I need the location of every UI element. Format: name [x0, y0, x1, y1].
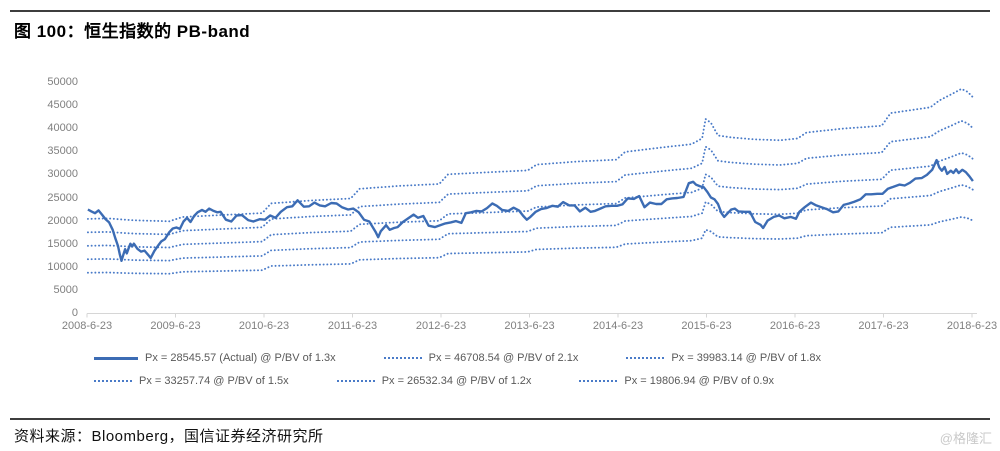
- y-axis-tick-label: 20000: [47, 214, 78, 227]
- x-axis-tick-label: 2017-6-23: [858, 320, 909, 332]
- x-axis-tick-label: 2008-6-23: [61, 320, 113, 332]
- legend-item-actual-1-3x: Px = 28545.57 (Actual) @ P/BV of 1.3x: [94, 352, 336, 364]
- y-axis-tick-label: 10000: [47, 260, 78, 273]
- dotted-line-sample-icon: [383, 357, 422, 359]
- x-axis-tick-label: 2015-6-23: [681, 320, 732, 332]
- legend-row-2: Px = 33257.74 @ P/BV of 1.5x Px = 26532.…: [94, 375, 974, 387]
- solid-line-sample-icon: [94, 356, 138, 360]
- x-axis-tick-label: 2016-6-23: [769, 320, 821, 332]
- dotted-line-sample-icon: [579, 380, 618, 382]
- source-note: 资料来源：Bloomberg，国信证券经济研究所: [14, 428, 324, 445]
- pb-band-line-1.8x: [86, 119, 974, 236]
- x-axis-tick-label: 2012-6-23: [415, 320, 467, 332]
- actual-price-line: [87, 158, 974, 262]
- x-axis-tick-label: 2010-6-23: [238, 320, 290, 332]
- y-axis-tick-label: 0: [71, 307, 78, 319]
- legend-row-1: Px = 28545.57 (Actual) @ P/BV of 1.3x Px…: [94, 352, 974, 364]
- pb-band-line-0.9x: [86, 216, 974, 275]
- y-axis-tick-label: 35000: [47, 145, 78, 158]
- chart-legend: Px = 28545.57 (Actual) @ P/BV of 1.3x Px…: [94, 352, 974, 398]
- legend-label: Px = 19806.94 @ P/BV of 0.9x: [624, 375, 775, 387]
- x-axis-tick-label: 2011-6-23: [327, 320, 378, 332]
- legend-label: Px = 39983.14 @ P/BV of 1.8x: [671, 352, 822, 364]
- legend-item-band-1-8x: Px = 39983.14 @ P/BV of 1.8x: [626, 352, 821, 364]
- legend-label: Px = 33257.74 @ P/BV of 1.5x: [139, 375, 289, 387]
- legend-label: Px = 26532.34 @ P/BV of 1.2x: [381, 375, 532, 387]
- bottom-divider: [10, 418, 990, 420]
- pb-band-line-1.2x: [86, 183, 974, 262]
- dotted-line-sample-icon: [336, 380, 375, 382]
- legend-item-band-2-1x: Px = 46708.54 @ P/BV of 2.1x: [383, 352, 579, 364]
- legend-item-band-1-5x: Px = 33257.74 @ P/BV of 1.5x: [94, 375, 289, 387]
- legend-item-band-0-9x: Px = 19806.94 @ P/BV of 0.9x: [579, 375, 774, 387]
- x-axis-tick-label: 2014-6-23: [592, 320, 644, 332]
- y-axis-tick-label: 30000: [47, 168, 78, 181]
- x-axis-tick-label: 2009-6-23: [150, 320, 201, 332]
- top-divider: [10, 10, 990, 12]
- figure-title: 图 100：恒生指数的 PB-band: [14, 22, 251, 41]
- legend-label: Px = 46708.54 @ P/BV of 2.1x: [428, 352, 579, 364]
- y-axis-tick-label: 5000: [53, 283, 78, 296]
- dotted-line-sample-icon: [626, 357, 665, 359]
- pb-band-line-2.1x: [86, 87, 974, 223]
- y-axis-tick-label: 45000: [47, 99, 78, 112]
- y-axis-tick-label: 50000: [47, 76, 78, 88]
- x-axis-tick-label: 2013-6-23: [504, 320, 555, 332]
- x-axis-tick-label: 2018-6-23: [946, 320, 998, 332]
- y-axis-tick-label: 15000: [47, 237, 78, 250]
- legend-item-band-1-2x: Px = 26532.34 @ P/BV of 1.2x: [336, 375, 532, 387]
- watermark: @格隆汇: [939, 431, 992, 446]
- y-axis-tick-label: 25000: [47, 191, 78, 204]
- y-axis-tick-label: 40000: [47, 122, 78, 135]
- legend-label: Px = 28545.57 (Actual) @ P/BV of 1.3x: [145, 352, 336, 364]
- dotted-line-sample-icon: [94, 380, 132, 382]
- pb-band-line-1.5x: [86, 151, 974, 249]
